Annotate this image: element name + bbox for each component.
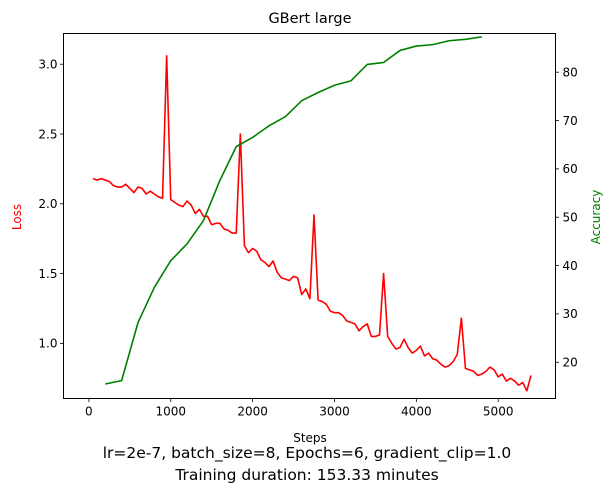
plot-lines xyxy=(92,36,532,392)
right-y-tick-label: 40 xyxy=(563,259,578,273)
right-y-tick-label: 20 xyxy=(563,356,578,370)
left-y-tick-label: 1.5 xyxy=(38,267,57,281)
x-tick-label: 2000 xyxy=(237,405,268,419)
right-y-axis-label: Accuracy xyxy=(589,190,603,245)
x-tick-label: 0 xyxy=(85,405,93,419)
right-y-tick-label: 80 xyxy=(563,65,578,79)
accuracy-line xyxy=(105,36,482,385)
chart-title: GBert large xyxy=(268,11,351,27)
right-y-tick-label: 60 xyxy=(563,162,578,176)
caption-line-1: lr=2e-7, batch_size=8, Epochs=6, gradien… xyxy=(102,444,512,462)
loss-line xyxy=(92,55,532,392)
left-y-tick-label: 2.0 xyxy=(38,197,57,211)
right-y-axis-ticks: 20 30 40 50 60 70 80 xyxy=(555,65,578,370)
left-y-tick-label: 3.0 xyxy=(38,58,57,72)
x-axis-ticks: 0 1000 2000 3000 4000 5000 xyxy=(85,398,514,419)
right-y-tick-label: 30 xyxy=(563,307,578,321)
plot-frame xyxy=(63,33,556,399)
right-y-tick-label: 70 xyxy=(563,114,578,128)
left-y-axis-ticks: 1.0 1.5 2.0 2.5 3.0 xyxy=(38,58,64,351)
right-y-tick-label: 50 xyxy=(563,211,578,225)
left-y-tick-label: 2.5 xyxy=(38,127,57,141)
x-tick-label: 4000 xyxy=(401,405,432,419)
left-y-axis-label: Loss xyxy=(10,204,24,230)
caption-line-2: Training duration: 153.33 minutes xyxy=(175,466,439,484)
x-axis-label: Steps xyxy=(293,431,327,445)
left-y-tick-label: 1.0 xyxy=(38,337,57,351)
x-tick-label: 3000 xyxy=(319,405,350,419)
x-tick-label: 5000 xyxy=(483,405,514,419)
x-tick-label: 1000 xyxy=(155,405,186,419)
